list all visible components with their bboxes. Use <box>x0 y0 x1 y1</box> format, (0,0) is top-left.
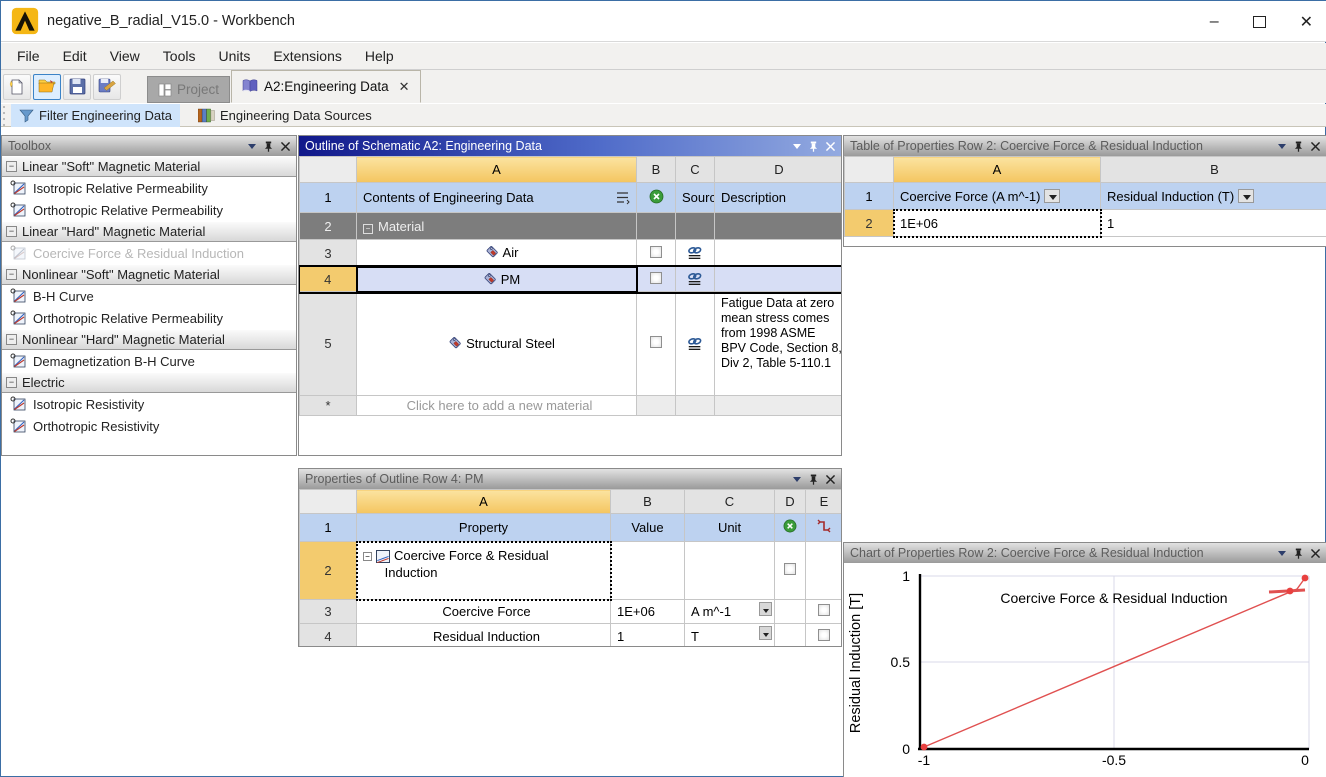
svg-text:0: 0 <box>902 741 910 757</box>
svg-text:-0.5: -0.5 <box>1102 752 1126 768</box>
svg-text:0: 0 <box>1301 752 1309 768</box>
svg-text:1: 1 <box>902 568 910 584</box>
svg-text:Coercive Force & Residual Indu: Coercive Force & Residual Induction <box>1000 590 1227 606</box>
svg-text:0.5: 0.5 <box>891 654 911 670</box>
svg-text:Residual Induction [T]: Residual Induction [T] <box>848 593 864 733</box>
svg-text:-1: -1 <box>918 752 931 768</box>
